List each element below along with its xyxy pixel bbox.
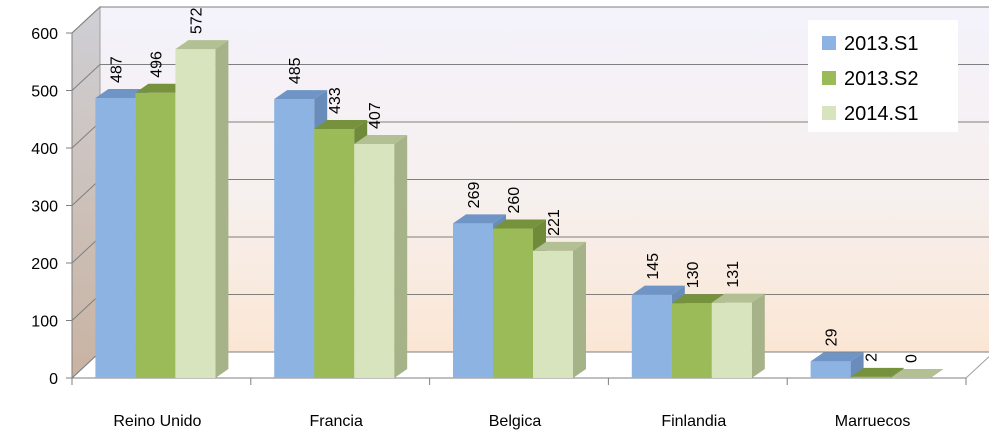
legend-swatch: [822, 36, 836, 50]
bar: [354, 143, 395, 378]
x-category-label: Finlandia: [661, 413, 726, 430]
data-label: 131: [725, 261, 742, 288]
bar: [631, 294, 672, 378]
x-category-label: Marruecos: [835, 413, 911, 430]
data-label: 485: [287, 57, 304, 84]
bar: [274, 99, 315, 378]
bar: [175, 49, 216, 378]
x-category-label: Francia: [310, 413, 363, 430]
y-tick-label: 200: [31, 256, 58, 273]
bar-top: [274, 90, 328, 100]
bar-top: [671, 294, 725, 304]
legend-label: 2013.S1: [844, 33, 919, 55]
bar: [493, 228, 533, 378]
bar-top: [453, 214, 506, 224]
bar-top: [95, 88, 149, 98]
gridline: [71, 64, 989, 91]
data-label: 221: [546, 209, 563, 236]
data-label: 269: [466, 182, 483, 209]
data-label: 0: [904, 354, 921, 363]
bar-top: [890, 369, 944, 378]
data-label: 29: [824, 328, 841, 346]
bar-side: [394, 134, 408, 378]
data-label: 572: [188, 7, 205, 34]
y-tick-label: 400: [31, 141, 58, 158]
bar: [95, 97, 136, 378]
data-label: 433: [327, 87, 344, 114]
bar-top: [493, 219, 546, 229]
bar-top: [314, 120, 368, 130]
bar-top: [810, 352, 864, 362]
bar-top: [175, 40, 229, 50]
bar-side: [890, 367, 904, 378]
bar-side: [751, 293, 765, 378]
gridline: [71, 6, 989, 34]
data-label: 130: [685, 261, 702, 288]
data-label: 260: [506, 187, 523, 214]
legend-swatch: [822, 106, 836, 120]
bar-top: [631, 285, 685, 295]
y-tick-label: 0: [49, 371, 58, 388]
bar-top: [135, 83, 189, 93]
x-category-label: Reino Unido: [113, 413, 201, 430]
bar: [711, 302, 752, 378]
x-category-label: Belgica: [489, 413, 542, 430]
bar-top: [354, 134, 408, 144]
bar: [810, 361, 851, 378]
bar: [314, 129, 355, 378]
bar-side: [850, 352, 864, 378]
y-tick-label: 100: [31, 314, 58, 331]
bar-side: [573, 241, 586, 378]
legend-label: 2014.S1: [844, 103, 919, 125]
data-label: 496: [148, 51, 165, 78]
legend-swatch: [822, 71, 836, 85]
bar-top: [533, 241, 586, 251]
y-tick-label: 600: [31, 26, 58, 43]
bar: [135, 92, 176, 379]
bar-top: [850, 367, 904, 377]
data-label: 2: [864, 353, 881, 362]
data-label: 145: [645, 253, 662, 280]
y-tick-label: 300: [31, 199, 58, 216]
data-label: 407: [367, 102, 384, 129]
data-label: 487: [108, 56, 125, 83]
y-tick-label: 500: [31, 84, 58, 101]
bar: [533, 250, 573, 378]
bar-side: [215, 40, 229, 378]
bar-top: [711, 293, 765, 303]
bar: [850, 376, 891, 378]
bar: [671, 303, 712, 378]
legend-label: 2013.S2: [844, 68, 919, 90]
bar: [453, 223, 493, 378]
